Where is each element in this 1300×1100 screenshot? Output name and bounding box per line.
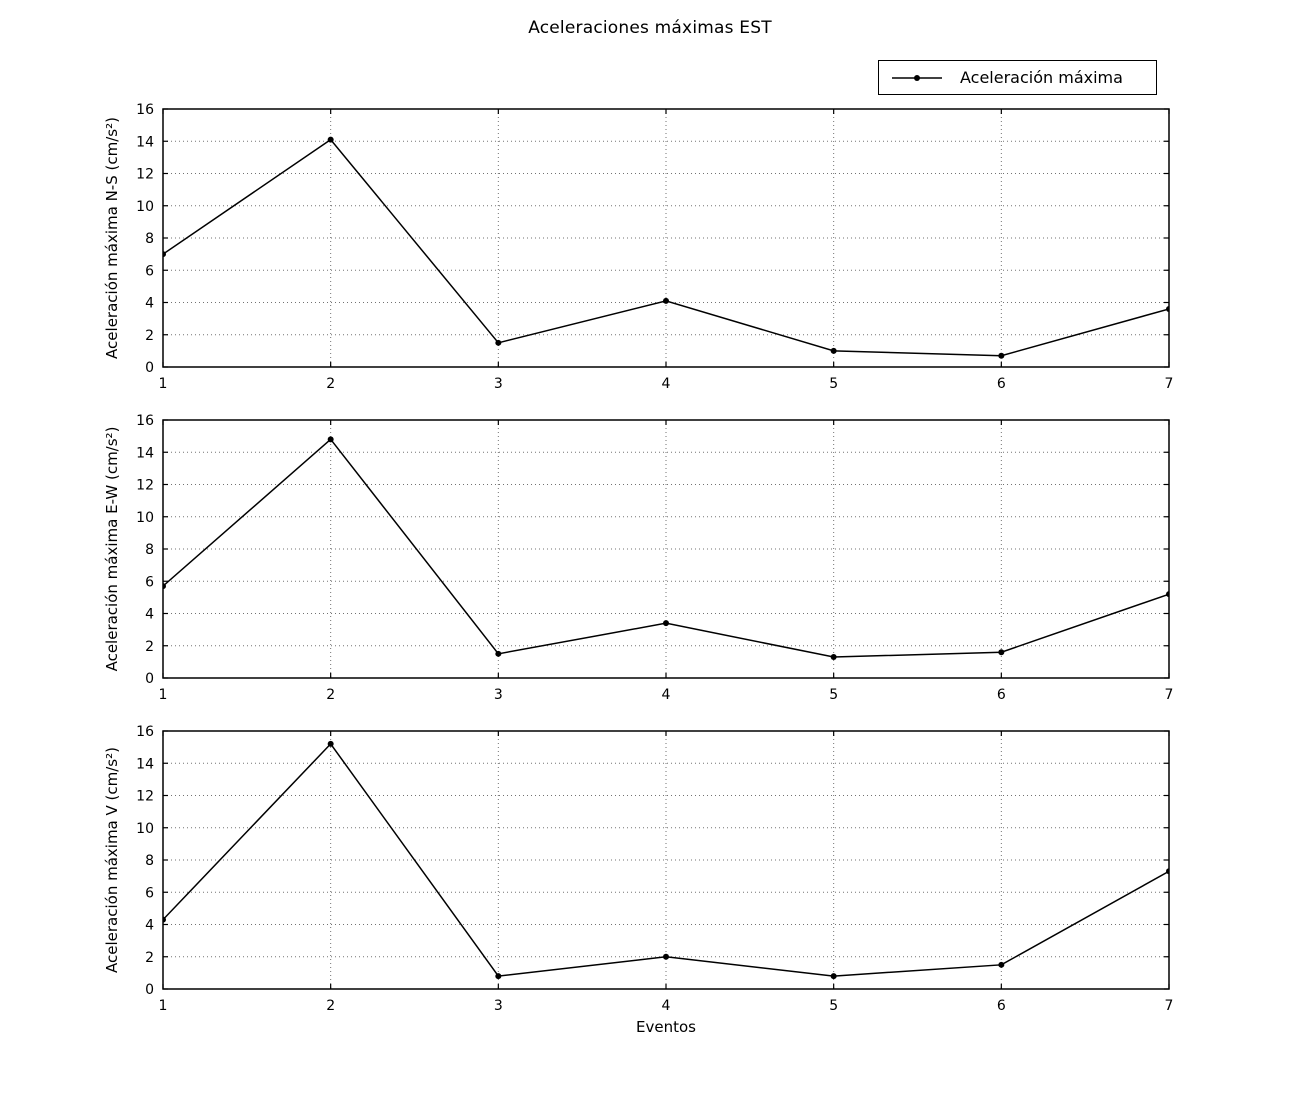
y-tick-label: 2	[145, 950, 154, 966]
data-point	[327, 136, 334, 143]
x-tick-label: 3	[494, 998, 503, 1014]
data-point	[495, 650, 502, 657]
x-tick-label: 4	[662, 687, 671, 703]
y-tick-label: 12	[136, 789, 154, 805]
y-tick-label: 0	[145, 982, 154, 998]
legend: Aceleración máxima	[878, 60, 1157, 95]
x-tick-label: 5	[829, 998, 838, 1014]
x-tick-label: 2	[326, 687, 335, 703]
data-point	[998, 352, 1005, 359]
x-tick-label: 3	[494, 687, 503, 703]
x-tick-label: 2	[326, 376, 335, 392]
y-axis-label: Aceleración máxima N-S (cm/s²)	[103, 117, 121, 359]
y-tick-label: 14	[136, 445, 154, 461]
y-tick-label: 4	[145, 918, 154, 934]
y-tick-label: 0	[145, 671, 154, 687]
figure-title: Aceleraciones máximas EST	[528, 18, 772, 38]
y-tick-label: 6	[145, 263, 154, 279]
y-tick-label: 4	[145, 296, 154, 312]
y-tick-label: 6	[145, 885, 154, 901]
data-point	[830, 347, 837, 354]
x-tick-label: 7	[1165, 376, 1174, 392]
data-point	[663, 297, 669, 304]
x-tick-label: 6	[997, 687, 1006, 703]
x-tick-label: 7	[1165, 687, 1174, 703]
x-tick-label: 6	[997, 376, 1006, 392]
data-markers	[163, 136, 1169, 359]
x-tick-label: 6	[997, 998, 1006, 1014]
data-point	[830, 973, 837, 980]
x-tick-label: 7	[1165, 998, 1174, 1014]
y-tick-label: 12	[136, 478, 154, 494]
y-tick-label: 16	[136, 724, 154, 740]
x-tick-label: 1	[159, 376, 168, 392]
x-tick-label: 3	[494, 376, 503, 392]
data-point	[998, 649, 1005, 656]
y-tick-label: 8	[145, 853, 154, 869]
y-tick-label: 6	[145, 574, 154, 590]
data-point	[998, 961, 1005, 968]
y-tick-label: 0	[145, 360, 154, 376]
y-tick-label: 10	[136, 199, 154, 215]
data-point	[327, 740, 334, 747]
y-tick-label: 16	[136, 102, 154, 118]
legend-label: Aceleración máxima	[960, 68, 1123, 87]
y-axis-label: Aceleración máxima V (cm/s²)	[103, 747, 121, 973]
x-tick-label: 5	[829, 376, 838, 392]
data-point	[495, 973, 502, 980]
y-tick-label: 12	[136, 167, 154, 183]
y-tick-label: 2	[145, 328, 154, 344]
y-tick-label: 8	[145, 231, 154, 247]
y-axis-label: Aceleración máxima E-W (cm/s²)	[103, 427, 121, 672]
data-point	[663, 620, 669, 627]
data-point	[495, 339, 502, 346]
x-tick-label: 2	[326, 998, 335, 1014]
data-point	[327, 436, 334, 443]
legend-line-sample-icon	[892, 74, 942, 81]
axes-frame	[162, 108, 1170, 368]
data-line	[163, 138, 1169, 357]
x-tick-label: 4	[662, 998, 671, 1014]
x-tick-label: 1	[159, 998, 168, 1014]
x-tick-label: 1	[159, 687, 168, 703]
y-tick-label: 14	[136, 134, 154, 150]
data-point	[663, 953, 669, 960]
y-tick-label: 16	[136, 413, 154, 429]
y-tick-label: 8	[145, 542, 154, 558]
y-tick-label: 10	[136, 510, 154, 526]
x-axis-label: Eventos	[636, 1018, 696, 1036]
y-tick-label: 4	[145, 607, 154, 623]
data-markers	[163, 740, 1169, 980]
x-tick-label: 5	[829, 687, 838, 703]
x-tick-label: 4	[662, 376, 671, 392]
y-tick-label: 2	[145, 639, 154, 655]
axes-frame	[162, 419, 1170, 679]
data-point	[830, 654, 837, 661]
axes-frame	[162, 730, 1170, 990]
y-tick-label: 14	[136, 756, 154, 772]
y-tick-label: 10	[136, 821, 154, 837]
